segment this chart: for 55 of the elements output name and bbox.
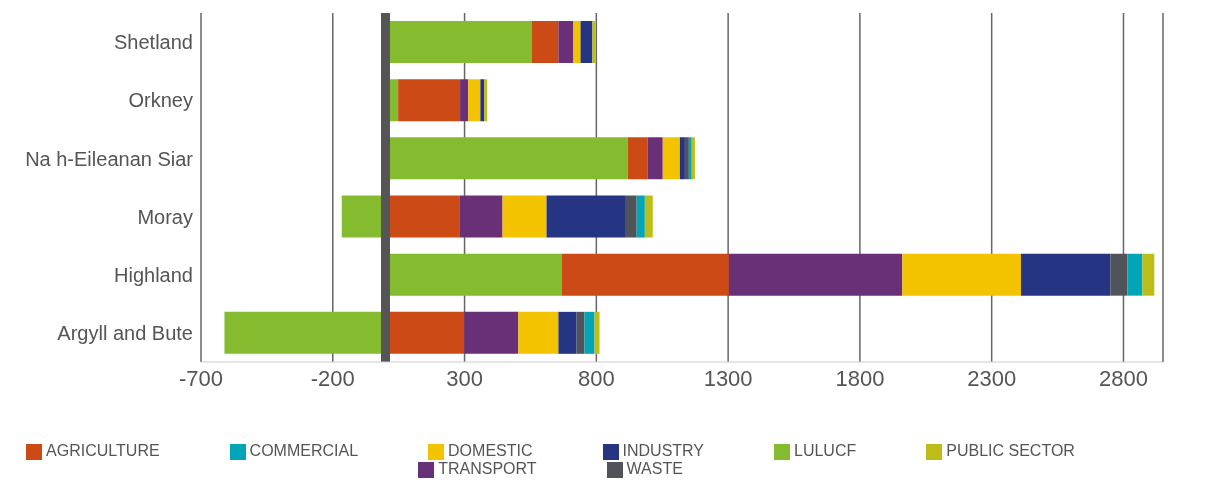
legend-label: AGRICULTURE (46, 442, 160, 459)
y-tick-label: Moray (137, 205, 193, 228)
bar (584, 311, 595, 354)
bar (1020, 253, 1111, 296)
bar (636, 195, 645, 238)
bar (592, 21, 596, 63)
bar (398, 79, 461, 122)
x-tick-label: 2300 (967, 365, 1017, 391)
x-tick-label: 2800 (1098, 365, 1148, 391)
legend-label: INDUSTRY (622, 442, 705, 459)
bar (561, 253, 729, 296)
x-tick-label: 1800 (835, 365, 885, 391)
y-tick-label: Orkney (128, 89, 193, 112)
bar (460, 79, 469, 122)
legend-label: COMMERCIAL (249, 442, 359, 459)
bar (644, 195, 653, 238)
bar (679, 137, 685, 180)
legend-label: LULUCF (794, 442, 857, 459)
bar (1127, 253, 1143, 296)
bar (484, 79, 488, 122)
bar (627, 137, 648, 180)
bar (558, 21, 574, 63)
y-tick-label: Shetland (114, 31, 193, 54)
bar (662, 137, 680, 180)
y-tick-label: Na h-Eileanan Siar (25, 147, 194, 170)
bar (1110, 253, 1128, 296)
bar (902, 253, 1021, 296)
legend-label: WASTE (626, 460, 683, 477)
bar (647, 137, 663, 180)
bar (728, 253, 903, 296)
x-tick-label: 800 (577, 365, 615, 391)
x-tick-label: 300 (446, 365, 483, 391)
legend-label: PUBLIC SECTOR (946, 442, 1075, 459)
bar (573, 21, 581, 63)
bar (684, 137, 689, 180)
bar (594, 311, 600, 354)
bar (558, 311, 577, 354)
bar (459, 195, 503, 238)
bar (464, 311, 519, 354)
bar (625, 195, 637, 238)
bar (1142, 253, 1155, 296)
bar (480, 79, 485, 122)
bar (531, 21, 559, 63)
bar (468, 79, 481, 122)
legend-label: TRANSPORT (438, 460, 537, 477)
bar (546, 195, 626, 238)
bar (580, 21, 593, 63)
y-tick-label: Highland (114, 263, 193, 286)
y-tick-label: Argyll and Bute (57, 322, 193, 345)
bar (518, 311, 559, 354)
bar (502, 195, 547, 238)
x-tick-label: 1300 (703, 365, 753, 391)
legend-label: DOMESTIC (448, 442, 533, 459)
x-tick-label: -200 (310, 365, 355, 391)
x-tick-label: -700 (178, 365, 224, 391)
